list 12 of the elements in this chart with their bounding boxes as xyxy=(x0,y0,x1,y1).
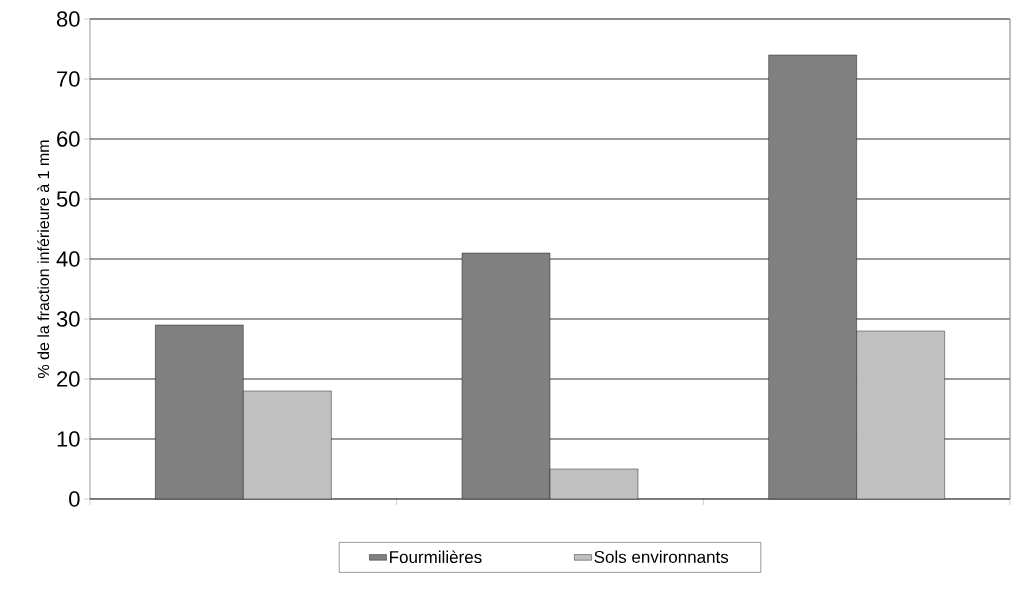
y-axis-title: % de la fraction inférieure à 1 mm xyxy=(37,140,50,379)
y-tick-label: 30 xyxy=(56,311,80,327)
y-tick-label: 10 xyxy=(57,431,80,447)
y-tick-label: 0 xyxy=(69,491,80,507)
legend-label: Fourmilières xyxy=(390,550,482,564)
y-tick-label: 60 xyxy=(57,131,80,147)
legend-label: Sols environnants xyxy=(594,550,729,563)
y-tick-label: 20 xyxy=(57,371,80,387)
y-tick-label: 50 xyxy=(56,191,80,207)
y-tick-label: 70 xyxy=(57,71,80,87)
y-tick-label: 40 xyxy=(56,251,80,267)
y-tick-label: 80 xyxy=(56,11,80,27)
